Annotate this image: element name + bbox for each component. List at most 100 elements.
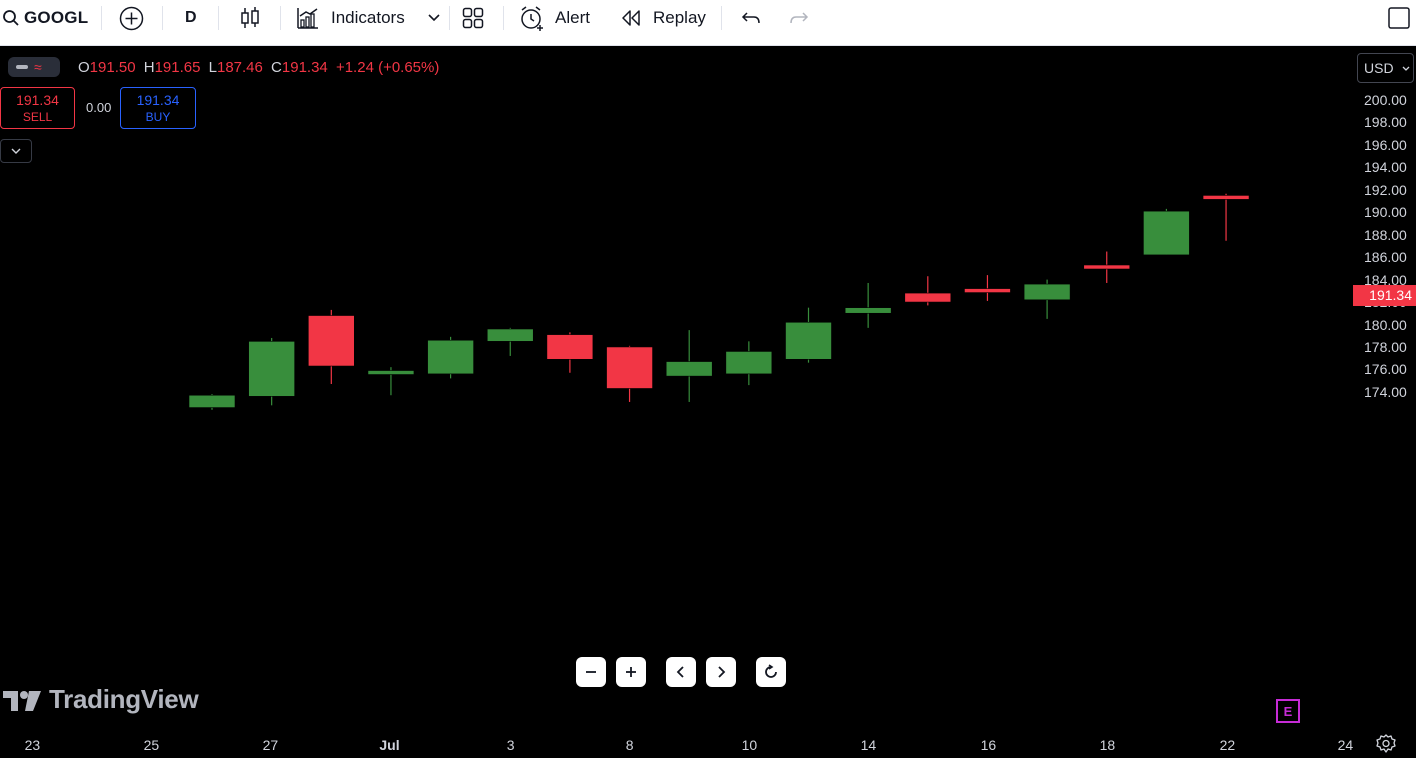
- open-value: 191.50: [89, 59, 136, 76]
- plus-icon: [626, 667, 636, 677]
- candle-jul-16[interactable]: [964, 275, 1011, 301]
- currency-label: USD: [1364, 60, 1394, 76]
- add-circle-icon: [119, 6, 144, 30]
- open-key: O: [78, 59, 90, 76]
- candle-jul-12[interactable]: [844, 282, 892, 328]
- indicators-button[interactable]: Indicators: [296, 0, 405, 36]
- candle-jul-10[interactable]: [725, 341, 773, 386]
- grid-icon: [462, 7, 484, 29]
- date-tick-label: 8: [625, 737, 634, 753]
- candle-jul-3[interactable]: [486, 327, 534, 356]
- zoom-out-button[interactable]: [576, 657, 606, 687]
- chart-settings-button[interactable]: [1376, 734, 1396, 758]
- candle-body: [665, 361, 713, 377]
- price-tick-label: 188.00: [1364, 226, 1407, 243]
- chart-pane[interactable]: [0, 47, 1416, 758]
- price-tick-label: 176.00: [1364, 361, 1407, 378]
- close-value: 191.34: [281, 59, 328, 76]
- candle-jun-27[interactable]: [248, 337, 295, 406]
- reset-chart-button[interactable]: [756, 657, 786, 687]
- candle-body: [606, 346, 653, 389]
- hide-series-icon: [16, 65, 28, 69]
- candle-body: [1202, 195, 1250, 200]
- sell-button[interactable]: 191.34 SELL: [0, 87, 75, 129]
- fullscreen-button[interactable]: [1388, 0, 1410, 36]
- candle-body: [1143, 210, 1190, 256]
- series-visibility-toggle[interactable]: ≈: [8, 57, 60, 77]
- price-tick-label: 174.00: [1364, 383, 1407, 400]
- alarm-clock-icon: [521, 6, 543, 31]
- alert-label: Alert: [555, 8, 590, 27]
- toolbar-divider: [101, 6, 102, 30]
- toolbar-divider: [280, 6, 281, 30]
- candle-jul-15[interactable]: [904, 276, 952, 306]
- candle-jul-9[interactable]: [665, 330, 713, 402]
- candle-jul-22[interactable]: [1202, 193, 1250, 241]
- undo-icon: [741, 12, 760, 24]
- toolbar-divider: [162, 6, 163, 30]
- chevron-down-icon: [11, 148, 21, 154]
- zoom-in-button[interactable]: [616, 657, 646, 687]
- candle-body: [1083, 264, 1131, 270]
- templates-dropdown[interactable]: [428, 0, 440, 36]
- candle-jul-5[interactable]: [546, 332, 594, 373]
- candle-body: [1023, 283, 1071, 301]
- date-tick-label: 27: [262, 737, 279, 753]
- candle-body: [188, 394, 236, 408]
- interval-button[interactable]: D: [185, 0, 197, 36]
- candle-jul-17[interactable]: [1023, 279, 1071, 319]
- price-tick-label: 178.00: [1364, 338, 1407, 355]
- top-toolbar: GOOGL D Indicators Alert Replay: [0, 0, 1416, 46]
- chart-type-button[interactable]: [240, 0, 260, 36]
- candle-body: [725, 351, 773, 375]
- replay-label: Replay: [653, 8, 706, 27]
- price-tick-label: 186.00: [1364, 249, 1407, 266]
- scroll-right-button[interactable]: [706, 657, 736, 687]
- gear-icon: [1376, 734, 1396, 753]
- earnings-event-marker[interactable]: E: [1276, 699, 1300, 723]
- date-tick-label: 16: [980, 737, 997, 753]
- scroll-left-button[interactable]: [666, 657, 696, 687]
- candle-jul-19[interactable]: [1143, 208, 1190, 256]
- candle-jun-28[interactable]: [307, 309, 355, 384]
- rewind-icon: [622, 10, 640, 26]
- price-tick-label: 192.00: [1364, 181, 1407, 198]
- price-tick-label: 200.00: [1364, 92, 1407, 108]
- sell-label: SELL: [22, 110, 53, 124]
- candle-jul-11[interactable]: [785, 307, 832, 363]
- candle-body: [367, 370, 415, 375]
- date-tick-label: 24: [1337, 737, 1354, 753]
- alert-button[interactable]: Alert: [519, 0, 590, 36]
- close-key: C: [271, 59, 282, 76]
- layouts-button[interactable]: [462, 0, 484, 36]
- interval-label: D: [185, 9, 197, 26]
- low-value: 187.46: [216, 59, 263, 76]
- compare-button[interactable]: [119, 0, 144, 36]
- symbol-search[interactable]: GOOGL: [2, 0, 88, 36]
- currency-selector[interactable]: USD: [1357, 53, 1414, 83]
- candle-jul-2[interactable]: [427, 336, 474, 379]
- undo-button[interactable]: [741, 0, 761, 36]
- buy-price: 191.34: [136, 92, 180, 108]
- date-tick-label: 3: [506, 737, 515, 753]
- candle-jul-1[interactable]: [367, 367, 415, 396]
- redo-button[interactable]: [789, 0, 809, 36]
- candle-jul-8[interactable]: [606, 345, 653, 402]
- spread-value: 0.00: [86, 100, 112, 115]
- toolbar-divider: [721, 6, 722, 30]
- high-key: H: [143, 59, 155, 76]
- candle-body: [546, 334, 594, 360]
- legend-collapse-button[interactable]: [0, 139, 32, 163]
- minus-icon: [586, 671, 596, 673]
- indicators-icon: [297, 8, 318, 29]
- symbol-name: GOOGL: [24, 8, 89, 27]
- buy-button[interactable]: 191.34 BUY: [120, 87, 196, 129]
- candle-body: [964, 288, 1011, 293]
- price-tick-label: 190.00: [1364, 204, 1407, 221]
- candle-jun-26[interactable]: [188, 394, 236, 410]
- buy-label: BUY: [145, 110, 171, 124]
- change-value: +1.24 (+0.65%): [335, 59, 440, 76]
- replay-button[interactable]: Replay: [620, 0, 706, 36]
- candle-jul-18[interactable]: [1083, 251, 1131, 283]
